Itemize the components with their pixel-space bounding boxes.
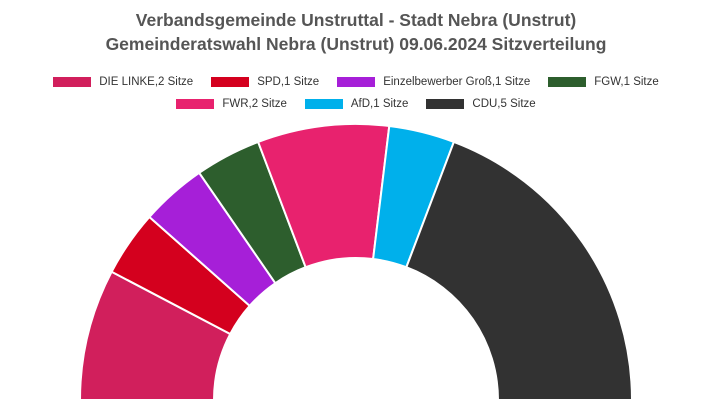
legend-label: Einzelbewerber Groß,1 Sitze (383, 76, 531, 88)
legend-label: CDU,5 Sitze (472, 98, 536, 110)
legend-label: SPD,1 Sitze (257, 76, 320, 88)
legend-label: AfD,1 Sitze (350, 98, 409, 110)
legend-swatch (426, 99, 465, 109)
legend-item[interactable]: AfD,1 Sitze (304, 98, 409, 110)
chart-subtitle: Gemeinderatswahl Nebra (Unstrut) 09.06.2… (105, 34, 607, 54)
legend-item[interactable]: Einzelbewerber Groß,1 Sitze (337, 76, 530, 88)
legend-label: DIE LINKE,2 Sitze (99, 76, 194, 88)
legend-swatch (53, 77, 92, 87)
legend-item[interactable]: FWR,2 Sitze (176, 98, 287, 110)
chart-title: Verbandsgemeinde Unstruttal - Stadt Nebr… (135, 10, 577, 30)
legend-swatch (304, 99, 343, 109)
legend-label: FWR,2 Sitze (222, 98, 287, 110)
legend-row-1: DIE LINKE,2 Sitze SPD,1 Sitze Einzelbewerb… (0, 76, 712, 88)
seat-segment-cdu[interactable] (405, 140, 634, 400)
legend-swatch (176, 99, 215, 109)
legend-label: FGW,1 Sitze (594, 76, 659, 88)
legend-item[interactable]: FGW,1 Sitze (548, 76, 659, 88)
legend-swatch (337, 77, 376, 87)
legend-row-2: FWR,2 Sitze AfD,1 Sitze CDU,5 Sitze (0, 98, 712, 110)
legend-swatch (211, 77, 250, 87)
legend-item[interactable]: DIE LINKE,2 Sitze (53, 76, 193, 88)
legend-swatch (548, 77, 587, 87)
legend-item[interactable]: CDU,5 Sitze (426, 98, 536, 110)
legend-item[interactable]: SPD,1 Sitze (211, 76, 319, 88)
